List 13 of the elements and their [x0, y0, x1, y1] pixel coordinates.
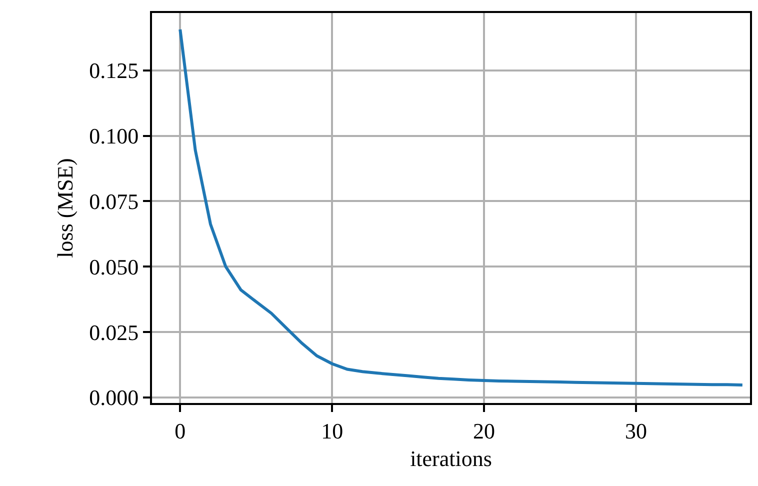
y-tick-label: 0.100 — [89, 123, 139, 148]
y-tick-label: 0.050 — [89, 254, 139, 280]
y-tick-label: 0.125 — [89, 58, 139, 84]
y-tick-label: 0.075 — [89, 188, 139, 214]
x-tick-label: 30 — [625, 418, 648, 444]
x-tick-label: 20 — [473, 418, 496, 444]
x-tick-label: 10 — [321, 418, 344, 444]
y-tick-label: 0.000 — [89, 385, 139, 410]
y-axis-title: loss (MSE) — [52, 158, 78, 258]
y-tick-label: 0.025 — [89, 320, 139, 345]
line-series — [178, 28, 744, 386]
x-tick-label: 0 — [174, 418, 186, 444]
x-axis-title: iterations — [410, 446, 492, 471]
